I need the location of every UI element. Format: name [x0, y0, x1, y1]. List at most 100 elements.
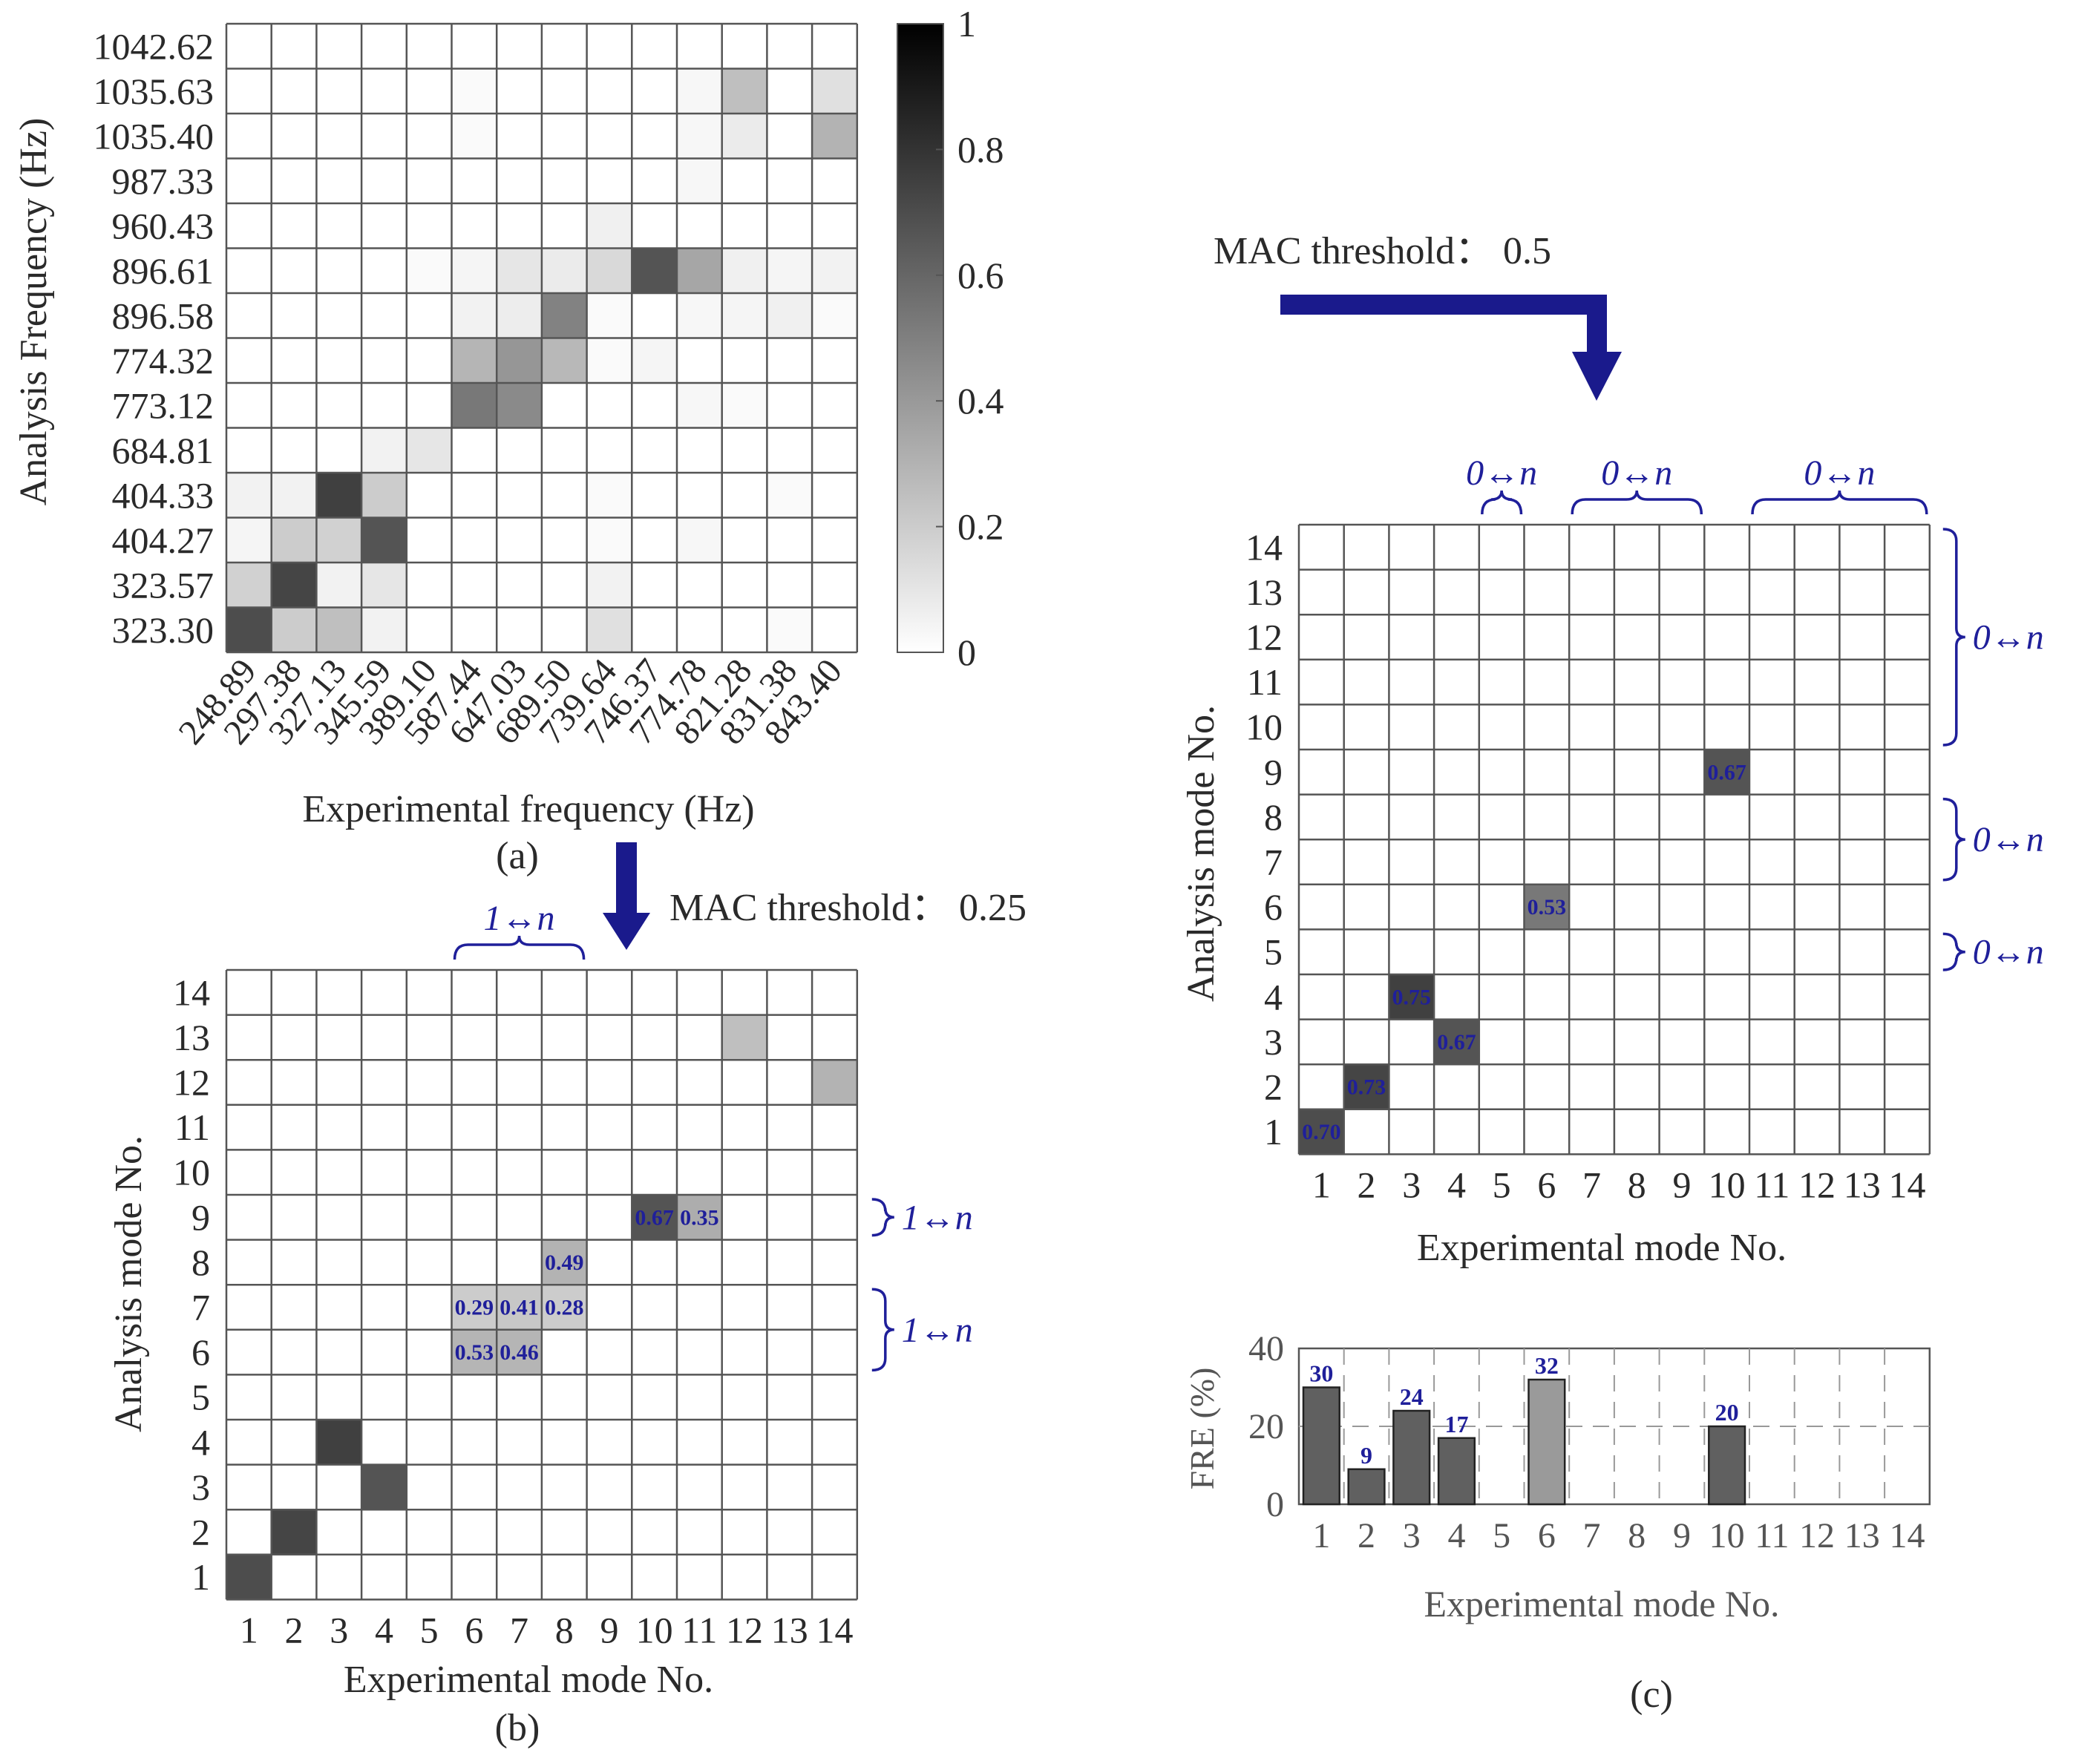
b-y-tick-label: 12 — [173, 1062, 210, 1104]
panel-a-cell — [812, 68, 857, 114]
c-x-tick-label: 3 — [1402, 1164, 1421, 1205]
panel-a-cell — [812, 248, 857, 293]
panel-a-cell — [497, 338, 542, 383]
panel-a-heatmap: 323.30323.57404.27404.33684.81773.12774.… — [13, 3, 1004, 877]
b-cell-value-label: 0.46 — [500, 1340, 539, 1365]
panel-a-cell — [406, 68, 452, 114]
fre-y-axis-label: FRE (%) — [1183, 1368, 1221, 1490]
panel-a-cell — [226, 563, 272, 608]
c-y-tick-label: 9 — [1264, 751, 1283, 793]
c-top-brace — [1751, 490, 1928, 515]
b-x-tick-label: 8 — [555, 1609, 574, 1650]
b-cell — [632, 1195, 677, 1240]
b-cell — [812, 1060, 857, 1105]
panel-a-x-axis-label: Experimental frequency (Hz) — [302, 788, 754, 830]
panel-a-cell — [226, 248, 272, 293]
b-right-brace-label: 1↔n — [902, 1311, 973, 1350]
colorbar-tick-label: 1 — [957, 3, 976, 45]
fre-bar-value-label: 32 — [1535, 1352, 1559, 1379]
b-y-tick-label: 5 — [191, 1377, 210, 1418]
panel-a-cell — [812, 427, 857, 473]
panel-a-cell — [316, 473, 362, 518]
fre-bar — [1708, 1425, 1746, 1506]
c-y-tick-label: 5 — [1264, 931, 1283, 973]
fre-bar-value-label: 17 — [1444, 1411, 1468, 1437]
panel-a-cell — [226, 517, 272, 563]
c-y-tick-label: 14 — [1245, 526, 1283, 568]
panel-a-cell — [361, 248, 407, 293]
panel-a-cell — [541, 563, 587, 608]
panel-a-cell — [497, 427, 542, 473]
panel-a-cell — [721, 158, 767, 203]
panel-a-cell — [271, 563, 317, 608]
panel-a-cell — [767, 248, 813, 293]
panel-a-cell — [677, 607, 722, 652]
panel-a-cell — [361, 293, 407, 338]
panel-a-cell — [721, 293, 767, 338]
panel-a-cell — [316, 24, 362, 69]
panel-a-cell — [541, 607, 587, 652]
c-y-tick-label: 2 — [1264, 1066, 1283, 1108]
c-x-tick-label: 8 — [1628, 1164, 1646, 1205]
panel-a-cell — [316, 68, 362, 114]
c-y-tick-label: 13 — [1245, 571, 1283, 613]
panel-a-y-tick-label: 773.12 — [112, 384, 215, 426]
panel-a-cell — [586, 473, 632, 518]
panel-a-cell — [767, 158, 813, 203]
panel-a-cell — [541, 473, 587, 518]
c-y-tick-label: 7 — [1264, 842, 1283, 883]
panel-a-cell — [812, 517, 857, 563]
c-top-brace — [1481, 490, 1523, 515]
panel-a-cell — [677, 473, 722, 518]
c-y-tick-label: 6 — [1264, 886, 1283, 928]
panel-a-cell — [361, 427, 407, 473]
fre-x-axis-label: Experimental mode No. — [1424, 1583, 1779, 1624]
fre-x-tick-label: 7 — [1583, 1516, 1601, 1555]
panel-a-cell — [586, 68, 632, 114]
panel-a-cell — [361, 203, 407, 249]
b-right-brace-label: 1↔n — [902, 1198, 973, 1237]
panel-a-cell — [226, 383, 272, 428]
colorbar-tick-label: 0.6 — [957, 255, 1004, 296]
panel-a-cell — [271, 338, 317, 383]
panel-a-cell — [812, 473, 857, 518]
panel-a-y-tick-label: 404.27 — [112, 519, 215, 561]
b-y-tick-label: 1 — [191, 1556, 210, 1598]
panel-a-cell — [316, 563, 362, 608]
panel-a-cell — [541, 383, 587, 428]
b-y-tick-label: 6 — [191, 1331, 210, 1373]
panel-a-cell — [271, 383, 317, 428]
panel-a-cell — [677, 158, 722, 203]
panel-a-cell — [271, 293, 317, 338]
panel-a-y-tick-label: 1035.40 — [94, 115, 215, 157]
fre-bar — [1347, 1468, 1386, 1506]
panel-a-cell — [632, 517, 677, 563]
panel-a-cell — [497, 473, 542, 518]
b-y-tick-label: 3 — [191, 1466, 210, 1508]
b-cell — [451, 1329, 497, 1375]
panel-b-threshold-label: MAC threshold： 0.25 — [669, 887, 1026, 929]
b-x-tick-label: 10 — [636, 1609, 673, 1650]
panel-a-cell — [271, 158, 317, 203]
b-cell — [451, 1285, 497, 1330]
panel-a-cell — [721, 517, 767, 563]
c-cell — [1524, 884, 1570, 930]
fre-bar-value-label: 20 — [1715, 1399, 1739, 1426]
panel-a-cell — [361, 473, 407, 518]
b-right-brace — [871, 1198, 894, 1237]
fre-x-tick-label: 2 — [1358, 1516, 1375, 1555]
panel-a-cell — [541, 338, 587, 383]
panel-a-cell — [316, 338, 362, 383]
panel-c-heatmap: 0.700.730.670.750.530.67 123456789101112… — [1180, 453, 2044, 1269]
panel-a-cell — [812, 24, 857, 69]
panel-a-cell — [226, 473, 272, 518]
panel-a-cell — [451, 607, 497, 652]
panel-a-y-axis-label: Analysis Frequency (Hz) — [13, 118, 55, 506]
panel-a-cell — [632, 338, 677, 383]
c-cell — [1704, 750, 1749, 795]
panel-a-cell — [721, 607, 767, 652]
panel-a-cell — [451, 293, 497, 338]
fre-bar-value-label: 30 — [1309, 1360, 1333, 1387]
b-y-tick-label: 10 — [173, 1152, 210, 1193]
